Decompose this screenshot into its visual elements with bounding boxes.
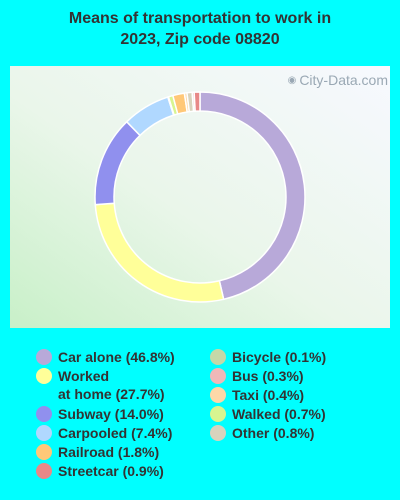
legend-swatch — [36, 463, 52, 479]
legend-swatch — [36, 425, 52, 441]
donut-slice-carpooled — [125, 96, 175, 137]
chart-title-line-1: Means of transportation to work in — [68, 10, 332, 27]
chart-title-line-2: 2023, Zip code 08820 — [120, 31, 280, 48]
legend-label: Railroad (1.8%) — [58, 444, 160, 460]
legend-label: Taxi (0.4%) — [232, 387, 305, 403]
legend-swatch — [36, 368, 52, 384]
donut-chart — [94, 91, 306, 303]
legend-swatch — [36, 444, 52, 460]
donut-slice-subway — [94, 120, 142, 206]
legend-swatch — [210, 368, 226, 384]
donut-slice-worked-at-home — [94, 202, 225, 303]
legend-label: Walked (0.7%) — [232, 406, 326, 422]
legend-label: Carpooled (7.4%) — [58, 425, 173, 441]
legend-label: Subway (14.0%) — [58, 406, 164, 422]
watermark-icon: ◉ — [287, 74, 297, 86]
legend-label: Bicycle (0.1%) — [232, 349, 327, 365]
chart-title: Means of transportation to work in 2023,… — [0, 8, 400, 50]
watermark: ◉ City-Data.com — [288, 72, 388, 88]
donut-slice-car-alone — [199, 91, 306, 301]
legend-label: Streetcar (0.9%) — [58, 463, 164, 479]
legend-swatch — [210, 387, 226, 403]
watermark-text: City-Data.com — [299, 72, 388, 88]
legend-label: Worked at home (27.7%) — [58, 368, 165, 402]
legend-swatch — [36, 406, 52, 422]
legend-label: Car alone (46.8%) — [58, 349, 175, 365]
legend-swatch — [210, 425, 226, 441]
legend-swatch — [36, 349, 52, 365]
legend-swatch — [210, 406, 226, 422]
legend-swatch — [210, 349, 226, 365]
donut-slice-streetcar — [193, 91, 201, 112]
legend-label: Other (0.8%) — [232, 425, 315, 441]
legend-label: Bus (0.3%) — [232, 368, 304, 384]
